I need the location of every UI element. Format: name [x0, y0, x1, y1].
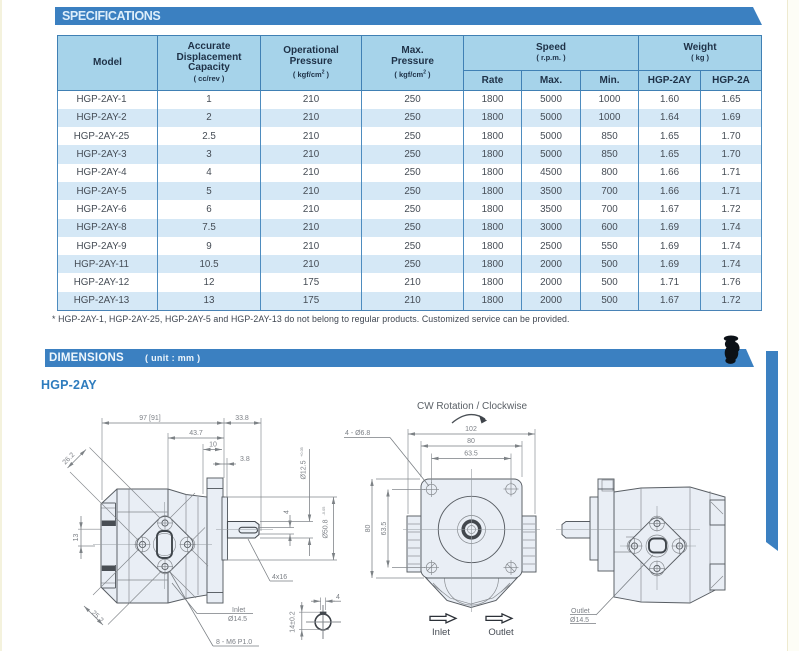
- svg-text:80: 80: [365, 525, 372, 533]
- svg-text:13: 13: [73, 534, 80, 542]
- svg-text:80: 80: [467, 438, 475, 445]
- svg-text:33.8: 33.8: [235, 415, 249, 422]
- svg-text:4x16: 4x16: [272, 574, 287, 581]
- svg-text:63.5: 63.5: [464, 451, 478, 458]
- svg-text:4 - Ø6.8: 4 - Ø6.8: [345, 430, 370, 437]
- svg-text:Inlet: Inlet: [432, 627, 450, 638]
- svg-text:14±0.2: 14±0.2: [290, 611, 297, 632]
- svg-text:Ø14.5: Ø14.5: [228, 616, 247, 623]
- svg-text:Ø50.8: Ø50.8: [323, 519, 330, 538]
- svg-text:4: 4: [336, 594, 340, 601]
- svg-text:+0.05: +0.05: [300, 447, 304, 457]
- svg-text:Inlet: Inlet: [232, 607, 245, 614]
- svg-text:26.2: 26.2: [62, 452, 77, 467]
- svg-text:8 - M6 P1.0: 8 - M6 P1.0: [216, 639, 252, 646]
- svg-text:Outlet: Outlet: [488, 627, 514, 638]
- svg-text:3.8: 3.8: [240, 456, 250, 463]
- svg-text:-0.05: -0.05: [322, 507, 326, 516]
- svg-text:Ø14.5: Ø14.5: [570, 617, 589, 624]
- svg-text:25.2: 25.2: [90, 610, 105, 625]
- svg-text:4: 4: [284, 510, 291, 514]
- svg-text:Ø12.5: Ø12.5: [301, 460, 308, 479]
- svg-text:102: 102: [465, 426, 477, 433]
- svg-text:Outlet: Outlet: [571, 608, 590, 615]
- svg-text:63.5: 63.5: [381, 522, 388, 536]
- svg-text:97 [91]: 97 [91]: [139, 415, 160, 422]
- svg-text:43.7: 43.7: [189, 430, 203, 437]
- svg-text:CW Rotation / Clockwise: CW Rotation / Clockwise: [417, 401, 527, 412]
- svg-text:10: 10: [209, 442, 217, 449]
